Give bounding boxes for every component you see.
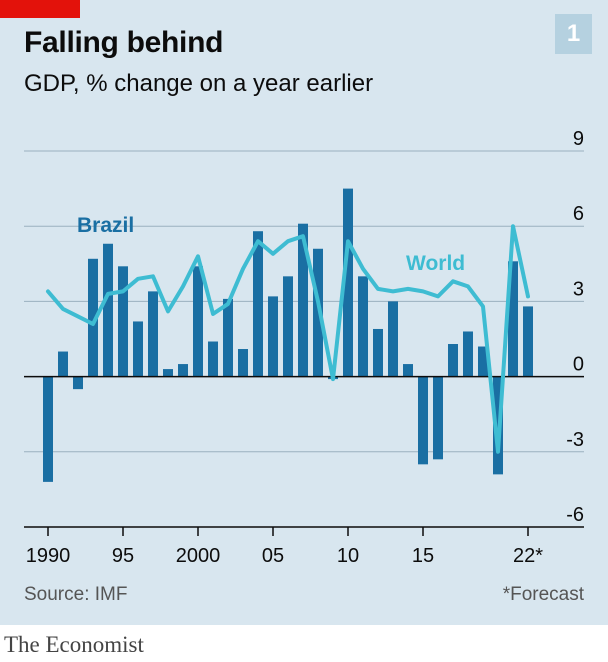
y-tick-label: -3 [566,429,584,451]
brazil-bar [478,346,488,377]
brazil-bar [373,328,383,377]
brazil-bar [298,223,308,377]
brazil-bar [418,376,428,465]
brazil-bar [433,376,443,460]
x-tick-label: 1990 [26,545,71,567]
chart-title: Falling behind [24,26,224,59]
brazil-bar [133,321,143,377]
x-tick-label: 10 [337,545,359,567]
brazil-bar [388,301,398,377]
chart-subtitle: GDP, % change on a year earlier [24,70,374,97]
brazil-bar [88,258,98,377]
brazil-bar [313,248,323,377]
brazil-bar [193,266,203,377]
brazil-bar [58,351,68,377]
chart-number-badge: 1 [555,14,592,54]
source-note: Source: IMF [24,584,128,605]
brazil-bar [268,296,278,377]
x-tick-label: 2000 [176,545,221,567]
brazil-bar [163,369,173,377]
forecast-note: *Forecast [502,584,584,605]
brazil-bar [238,349,248,377]
brazil-bar [178,364,188,377]
y-tick-label: 0 [573,354,584,376]
y-tick-label: -6 [566,504,584,526]
brazil-bar [523,306,533,377]
x-tick-label: 15 [412,545,434,567]
brazil-bar [223,298,233,377]
world-line [46,224,530,454]
chart-card: Falling behind GDP, % change on a year e… [0,0,608,625]
brazil-bar [148,291,158,377]
brazil-bar [103,243,113,377]
y-tick-label: 9 [573,128,584,150]
brazil-bar [283,276,293,377]
gdp-chart: 9 6 3 0 -3 -6 1990 95 2000 05 10 15 22* Brazil World [24,128,584,567]
brazil-bar [118,266,128,377]
brazil-bar [253,231,263,377]
x-tick-label: 95 [112,545,134,567]
y-tick-label: 6 [573,203,584,225]
brazil-bar [208,341,218,377]
brazil-bar [463,331,473,377]
x-tick-label: 22* [513,545,543,567]
brand-red-tab [0,0,80,18]
brazil-bar [43,376,53,482]
publisher-wordmark: The Economist [4,632,144,657]
brazil-series-label: Brazil [77,214,134,237]
brazil-bar [508,261,518,377]
brazil-bar [343,188,353,377]
x-tick-label: 05 [262,545,284,567]
y-tick-label: 3 [573,278,584,300]
brazil-bar [358,276,368,377]
brazil-bar [448,344,458,377]
world-series-label: World [406,252,465,275]
brazil-bar [403,364,413,377]
brazil-bar [73,376,83,390]
